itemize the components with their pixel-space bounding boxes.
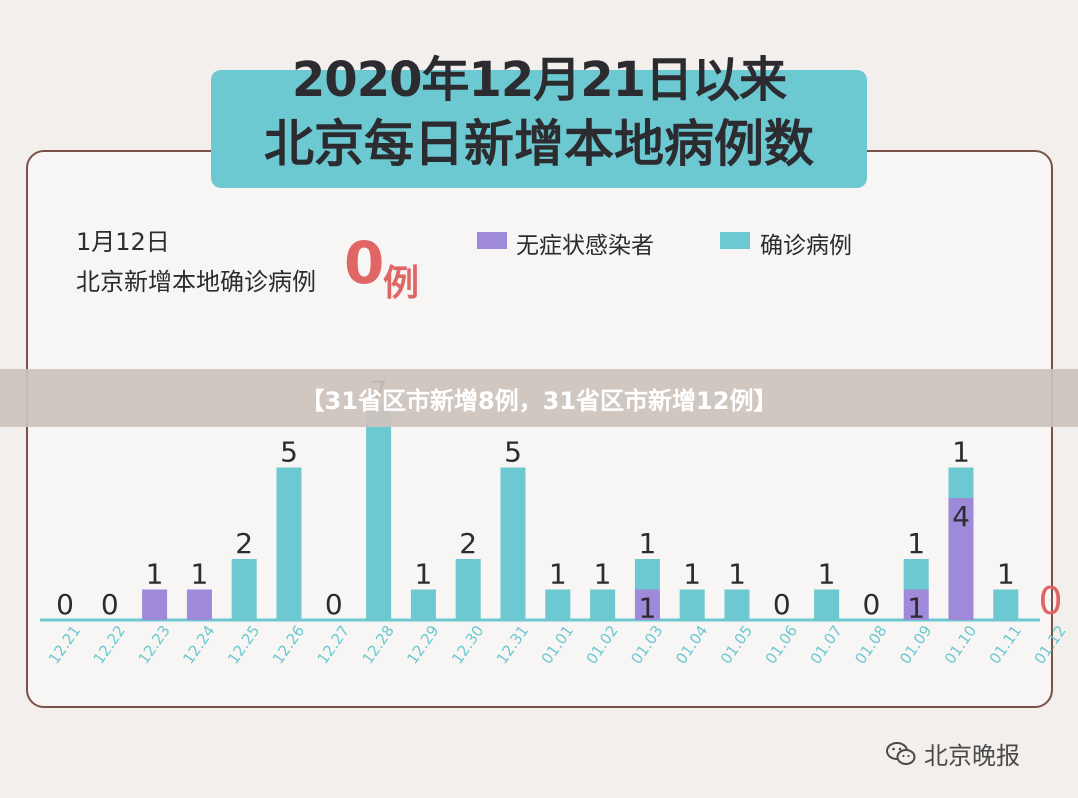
highlight-label: 北京新增本地确诊病例 xyxy=(76,268,316,296)
data-label-01.12: 0 xyxy=(1039,579,1063,623)
x-tick-label-12.27: 12.27 xyxy=(314,622,353,668)
bar-confirmed-01.04 xyxy=(679,589,705,620)
x-tick-label-01.11: 01.11 xyxy=(986,622,1025,668)
bar-confirmed-01.07 xyxy=(814,589,840,620)
bar-asymptomatic-12.24 xyxy=(186,589,212,620)
x-tick-label-01.12: 01.12 xyxy=(1030,622,1069,668)
data-label-12.30: 2 xyxy=(459,527,477,560)
legend-swatch-asymptomatic xyxy=(477,232,507,249)
x-tick-label-12.21: 12.21 xyxy=(45,622,84,668)
data-label-12.23: 1 xyxy=(146,558,164,591)
x-tick-label-01.03: 01.03 xyxy=(627,622,666,668)
legend-label-asymptomatic: 无症状感染者 xyxy=(516,233,654,259)
bar-confirmed-01.11 xyxy=(993,589,1019,620)
x-tick-label-01.08: 01.08 xyxy=(851,622,890,668)
data-label-asymptomatic-01.09: 1 xyxy=(907,592,925,625)
x-tick-label-01.05: 01.05 xyxy=(717,622,756,668)
data-label-12.29: 1 xyxy=(414,558,432,591)
data-label-12.25: 2 xyxy=(235,527,253,560)
legend-label-confirmed: 确诊病例 xyxy=(760,233,852,259)
highlight-date: 1月12日 xyxy=(76,228,170,256)
bar-confirmed-12.31 xyxy=(500,467,526,620)
news-banner[interactable]: 【31省区市新增8例，31省区市新增12例】 xyxy=(0,369,1078,427)
watermark-text: 北京晚报 xyxy=(924,742,1020,770)
x-tick-label-01.02: 01.02 xyxy=(582,622,621,668)
data-label-01.06: 0 xyxy=(773,588,791,621)
bar-confirmed-12.28 xyxy=(366,406,392,620)
x-tick-label-01.10: 01.10 xyxy=(941,622,980,668)
data-label-12.27: 0 xyxy=(325,588,343,621)
data-label-01.11: 1 xyxy=(997,558,1015,591)
bar-confirmed-12.26 xyxy=(276,467,302,620)
highlight-value: 0 xyxy=(344,229,385,297)
data-label-12.21: 0 xyxy=(56,588,74,621)
data-label-01.04: 1 xyxy=(683,558,701,591)
data-label-01.07: 1 xyxy=(818,558,836,591)
data-label-asymptomatic-01.03: 1 xyxy=(638,592,656,625)
x-tick-label-12.25: 12.25 xyxy=(224,622,263,668)
x-tick-label-12.30: 12.30 xyxy=(448,622,487,668)
bar-confirmed-12.29 xyxy=(410,589,436,620)
data-label-confirmed-01.10: 1 xyxy=(952,436,970,469)
bar-confirmed-01.09 xyxy=(903,559,929,590)
legend-swatch-confirmed xyxy=(720,232,750,249)
x-tick-label-01.06: 01.06 xyxy=(762,622,801,668)
watermark: 北京晚报 xyxy=(886,736,1020,771)
bar-confirmed-12.25 xyxy=(231,559,257,620)
bar-asymptomatic-01.10 xyxy=(948,498,974,620)
bar-confirmed-01.05 xyxy=(724,589,750,620)
x-tick-label-01.09: 01.09 xyxy=(896,622,935,668)
title-line-2: 北京每日新增本地病例数 xyxy=(264,115,814,173)
x-tick-label-12.24: 12.24 xyxy=(179,622,218,668)
wechat-icon xyxy=(886,741,916,765)
bar-confirmed-01.02 xyxy=(590,589,616,620)
x-tick-label-12.22: 12.22 xyxy=(90,622,129,668)
data-label-12.24: 1 xyxy=(190,558,208,591)
data-label-12.22: 0 xyxy=(101,588,119,621)
highlight-unit: 例 xyxy=(383,263,420,304)
x-tick-label-12.23: 12.23 xyxy=(134,622,173,668)
data-label-12.31: 5 xyxy=(504,436,522,469)
x-tick-label-01.01: 01.01 xyxy=(538,622,577,668)
data-label-asymptomatic-01.10: 4 xyxy=(952,500,970,533)
title-line-1: 2020年12月21日以来 xyxy=(291,52,787,108)
data-label-confirmed-01.09: 1 xyxy=(907,527,925,560)
bar-asymptomatic-01.09 xyxy=(903,589,929,620)
data-label-01.05: 1 xyxy=(728,558,746,591)
bar-confirmed-01.03 xyxy=(634,559,660,590)
bar-confirmed-12.30 xyxy=(455,559,481,620)
data-label-confirmed-01.03: 1 xyxy=(638,527,656,560)
title-box xyxy=(211,70,867,188)
x-tick-label-01.07: 01.07 xyxy=(806,622,845,668)
x-tick-label-12.29: 12.29 xyxy=(403,622,442,668)
data-label-01.01: 1 xyxy=(549,558,567,591)
x-tick-label-12.26: 12.26 xyxy=(269,622,308,668)
bar-asymptomatic-12.23 xyxy=(142,589,168,620)
data-label-01.08: 0 xyxy=(862,588,880,621)
data-label-01.02: 1 xyxy=(594,558,612,591)
data-label-12.26: 5 xyxy=(280,436,298,469)
bar-asymptomatic-01.03 xyxy=(634,589,660,620)
x-tick-label-12.28: 12.28 xyxy=(358,622,397,668)
x-tick-label-12.31: 12.31 xyxy=(493,622,532,668)
bar-confirmed-01.10 xyxy=(948,467,974,498)
x-tick-label-01.04: 01.04 xyxy=(672,622,711,668)
bar-confirmed-01.01 xyxy=(545,589,571,620)
